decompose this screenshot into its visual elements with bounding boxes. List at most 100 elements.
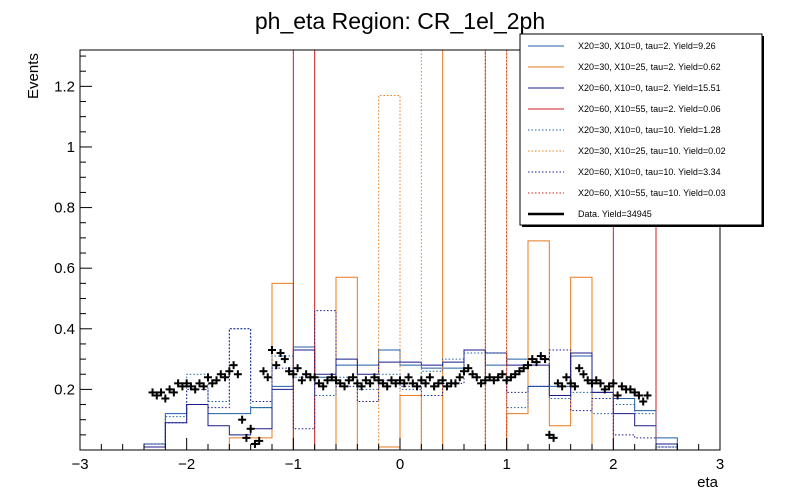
data-point [570,382,579,391]
data-point [391,379,400,388]
data-point [323,376,332,385]
data-point [293,364,302,373]
x-tick-label: −1 [285,456,302,473]
data-point [536,352,545,361]
data-point [225,367,234,376]
legend-entry: X20=30, X10=0, tau=2. Yield=9.26 [528,41,716,51]
data-point [541,355,550,364]
data-point [524,361,532,370]
data-point [596,379,605,388]
data-point [613,391,622,400]
data-point [600,385,609,394]
data-point [336,379,345,388]
data-point [617,382,626,391]
data-point [302,370,311,379]
data-point [455,373,464,382]
data-point [314,379,323,388]
legend: X20=30, X10=0, tau=2. Yield=9.26 X20=30, … [519,33,764,227]
data-point [562,373,571,382]
axes: −3 −2 −1 0 1 2 3 0.2 0.4 0.6 0.8 1 1.2 [54,55,724,473]
data-point [148,388,157,397]
data-point [366,379,375,388]
legend-entry: X20=60, X10=0, tau=10. Yield=3.34 [528,167,721,177]
data-point [216,370,225,379]
data-point [186,382,195,391]
y-tick-label: 0.2 [54,381,75,398]
y-tick-label: 0.4 [54,321,75,338]
data-point [451,379,460,388]
legend-entry: X20=60, X10=55, tau=2. Yield=0.06 [528,104,721,114]
chart-title: ph_eta Region: CR_1el_2ph [255,8,545,34]
legend-label: X20=60, X10=55, tau=2. Yield=0.06 [578,104,721,114]
data-point [626,385,635,394]
data-point [272,361,281,370]
data-point [643,391,652,400]
data-point [404,373,413,382]
data-point [400,379,409,388]
data-point [378,379,387,388]
data-point [357,382,366,391]
data-point [639,397,648,406]
data-point [417,376,426,385]
legend-entry: X20=30, X10=25, tau=10. Yield=0.02 [528,146,726,156]
data-point [421,379,430,388]
data-point [489,376,498,385]
data-point [494,373,503,382]
legend-label: X20=60, X10=0, tau=2. Yield=15.51 [578,83,721,93]
data-point [464,364,473,373]
data-point [549,433,558,442]
data-point [212,376,221,385]
data-point [434,379,443,388]
legend-entry: X20=30, X10=0, tau=10. Yield=1.28 [528,125,721,135]
data-point [553,379,562,388]
legend-label: X20=60, X10=55, tau=10. Yield=0.03 [578,188,726,198]
data-point [425,373,434,382]
data-point [374,376,383,385]
data-point [575,364,584,373]
data-point [485,373,494,382]
data-point [579,370,588,379]
data-point [250,439,259,448]
data-point [481,376,490,385]
data-point [515,367,524,376]
histogram-series-7 [80,310,720,451]
legend-label: X20=30, X10=25, tau=10. Yield=0.02 [578,146,726,156]
data-point [349,373,358,382]
data-point [583,376,592,385]
data-point [396,376,404,385]
data-point [285,367,294,376]
x-tick-label: 3 [716,456,724,473]
data-point [442,382,451,391]
data-point [195,379,204,388]
data-point [242,433,251,442]
data-point [566,379,575,388]
data-point [506,373,515,382]
x-axis-label: eta [697,474,719,491]
x-tick-label: −3 [71,456,88,473]
data-points-layer [148,346,652,448]
data-point [558,382,567,391]
data-point [233,370,242,379]
data-point [161,394,170,403]
data-point [169,388,178,397]
data-point [460,367,468,376]
data-point [157,388,166,397]
legend-label: X20=60, X10=0, tau=10. Yield=3.34 [578,167,721,177]
data-point [208,379,217,388]
data-point [532,358,541,367]
data-point [634,391,643,400]
data-point [280,355,289,364]
data-point [182,379,191,388]
data-point [178,382,187,391]
y-axis-label: Events [25,53,42,99]
data-point [472,373,481,382]
data-point [383,382,392,391]
data-point [327,373,336,382]
data-point [204,373,212,382]
data-point [174,379,183,388]
y-tick-label: 0.6 [54,260,75,277]
x-tick-label: 1 [502,456,510,473]
data-point [165,385,174,394]
data-point [344,376,353,385]
